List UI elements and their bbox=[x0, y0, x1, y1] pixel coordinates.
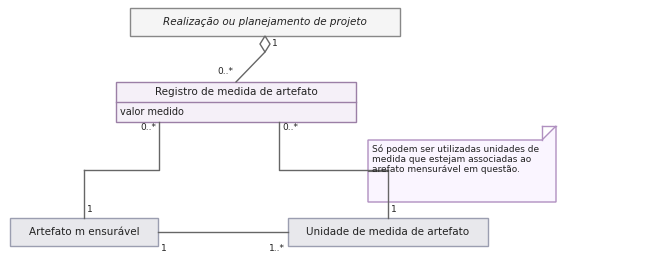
Text: 0..*: 0..* bbox=[217, 67, 233, 76]
Text: 1: 1 bbox=[272, 39, 278, 48]
FancyBboxPatch shape bbox=[288, 218, 488, 246]
FancyBboxPatch shape bbox=[116, 82, 356, 122]
FancyBboxPatch shape bbox=[130, 8, 400, 36]
Text: 0..*: 0..* bbox=[282, 124, 298, 133]
Text: Unidade de medida de artefato: Unidade de medida de artefato bbox=[307, 227, 469, 237]
Text: 1: 1 bbox=[391, 206, 396, 215]
Text: 1: 1 bbox=[161, 244, 167, 253]
Text: 1..*: 1..* bbox=[269, 244, 285, 253]
Text: Artefato m ensurável: Artefato m ensurável bbox=[29, 227, 139, 237]
Text: 0..*: 0..* bbox=[140, 124, 156, 133]
Text: Realização ou planejamento de projeto: Realização ou planejamento de projeto bbox=[163, 17, 367, 27]
Polygon shape bbox=[260, 36, 270, 52]
Text: Só podem ser utilizadas unidades de
medida que estejam associadas ao
arefato men: Só podem ser utilizadas unidades de medi… bbox=[372, 144, 539, 174]
Text: valor medido: valor medido bbox=[120, 107, 184, 117]
FancyBboxPatch shape bbox=[10, 218, 158, 246]
Text: 1: 1 bbox=[87, 206, 92, 215]
Polygon shape bbox=[368, 126, 556, 202]
Text: Registro de medida de artefato: Registro de medida de artefato bbox=[155, 87, 318, 97]
